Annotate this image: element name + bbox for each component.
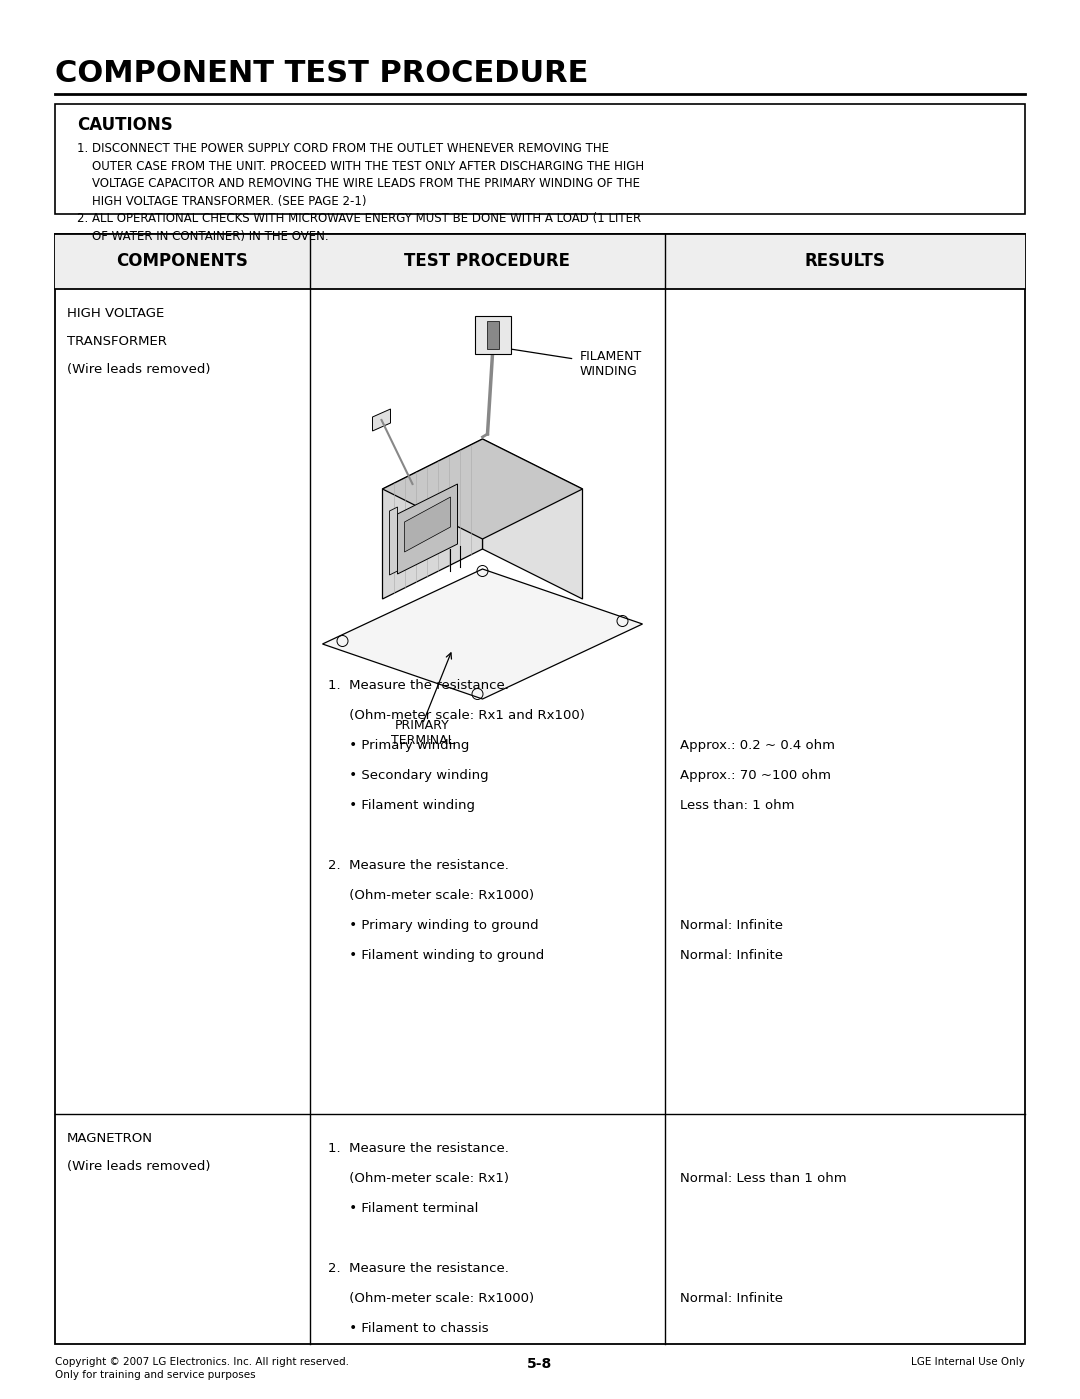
Text: • Filament terminal: • Filament terminal	[328, 1202, 478, 1214]
Polygon shape	[390, 506, 397, 575]
Polygon shape	[373, 409, 391, 431]
Text: (Ohm-meter scale: Rx1000): (Ohm-meter scale: Rx1000)	[328, 888, 535, 902]
Text: Normal: Infinite: Normal: Infinite	[680, 949, 783, 963]
Text: TEST PROCEDURE: TEST PROCEDURE	[405, 252, 570, 270]
Text: (Ohm-meter scale: Rx1 and Rx100): (Ohm-meter scale: Rx1 and Rx100)	[328, 709, 585, 722]
Text: COMPONENT TEST PROCEDURE: COMPONENT TEST PROCEDURE	[55, 59, 589, 88]
Text: • Primary winding: • Primary winding	[328, 739, 470, 753]
Text: (Wire leads removed): (Wire leads removed)	[67, 362, 211, 376]
Text: (Ohm-meter scale: Rx1000): (Ohm-meter scale: Rx1000)	[328, 1293, 535, 1305]
Text: • Filament to chassis: • Filament to chassis	[328, 1322, 488, 1335]
Bar	[55, 104, 1025, 214]
Polygon shape	[486, 320, 499, 348]
Text: Copyright © 2007 LG Electronics. Inc. All right reserved.
Only for training and : Copyright © 2007 LG Electronics. Inc. Al…	[55, 1357, 349, 1381]
Text: 2.  Measure the resistance.: 2. Measure the resistance.	[328, 1262, 509, 1274]
Text: 1.  Measure the resistance.: 1. Measure the resistance.	[328, 1142, 509, 1156]
Text: VOLTAGE CAPACITOR AND REMOVING THE WIRE LEADS FROM THE PRIMARY WINDING OF THE: VOLTAGE CAPACITOR AND REMOVING THE WIRE …	[77, 178, 640, 190]
Text: (Wire leads removed): (Wire leads removed)	[67, 1160, 211, 1172]
Text: • Secondary winding: • Secondary winding	[328, 769, 488, 782]
Polygon shape	[483, 439, 582, 599]
Text: 2.  Measure the resistance.: 2. Measure the resistance.	[328, 859, 509, 872]
Bar	[55, 234, 1025, 1344]
Text: Approx.: 0.2 ~ 0.4 ohm: Approx.: 0.2 ~ 0.4 ohm	[680, 739, 835, 753]
Text: OUTER CASE FROM THE UNIT. PROCEED WITH THE TEST ONLY AFTER DISCHARGING THE HIGH: OUTER CASE FROM THE UNIT. PROCEED WITH T…	[77, 159, 644, 172]
Polygon shape	[382, 439, 582, 539]
Bar	[55, 234, 1025, 290]
Text: Normal: Infinite: Normal: Infinite	[680, 1293, 783, 1305]
Text: COMPONENTS: COMPONENTS	[117, 252, 248, 270]
Text: HIGH VOLTAGE: HIGH VOLTAGE	[67, 306, 164, 320]
Text: TRANSFORMER: TRANSFORMER	[67, 334, 167, 348]
Text: 1.  Measure the resistance.: 1. Measure the resistance.	[328, 679, 509, 693]
Text: 2. ALL OPERATIONAL CHECKS WITH MICROWAVE ENERGY MUST BE DONE WITH A LOAD (1 LITE: 2. ALL OPERATIONAL CHECKS WITH MICROWAVE…	[77, 213, 642, 225]
Text: Normal: Less than 1 ohm: Normal: Less than 1 ohm	[680, 1172, 847, 1185]
Text: HIGH VOLTAGE TRANSFORMER. (SEE PAGE 2-1): HIGH VOLTAGE TRANSFORMER. (SEE PAGE 2-1)	[77, 194, 366, 207]
Text: PRIMARY
TERMINAL: PRIMARY TERMINAL	[391, 719, 455, 747]
Text: (Ohm-meter scale: Rx1): (Ohm-meter scale: Rx1)	[328, 1172, 509, 1185]
Text: RESULTS: RESULTS	[805, 252, 886, 270]
Text: • Filament winding to ground: • Filament winding to ground	[328, 949, 544, 963]
Text: 1. DISCONNECT THE POWER SUPPLY CORD FROM THE OUTLET WHENEVER REMOVING THE: 1. DISCONNECT THE POWER SUPPLY CORD FROM…	[77, 143, 609, 155]
Text: • Primary winding to ground: • Primary winding to ground	[328, 919, 539, 932]
Text: • Filament winding: • Filament winding	[328, 799, 475, 811]
Text: 5-8: 5-8	[527, 1357, 553, 1371]
Text: Approx.: 70 ~100 ohm: Approx.: 70 ~100 ohm	[680, 769, 831, 782]
Text: FILAMENT
WINDING: FILAMENT WINDING	[580, 350, 642, 378]
Text: Less than: 1 ohm: Less than: 1 ohm	[680, 799, 795, 811]
Polygon shape	[382, 439, 483, 599]
Text: MAGNETRON: MAGNETRON	[67, 1132, 153, 1144]
Text: Normal: Infinite: Normal: Infinite	[680, 919, 783, 932]
Text: CAUTIONS: CAUTIONS	[77, 116, 173, 134]
Polygon shape	[405, 497, 450, 553]
Polygon shape	[474, 316, 511, 354]
Text: LGE Internal Use Only: LGE Internal Use Only	[912, 1357, 1025, 1367]
Polygon shape	[323, 569, 643, 700]
Polygon shape	[397, 484, 458, 574]
Text: OF WATER IN CONTAINER) IN THE OVEN.: OF WATER IN CONTAINER) IN THE OVEN.	[77, 229, 328, 242]
